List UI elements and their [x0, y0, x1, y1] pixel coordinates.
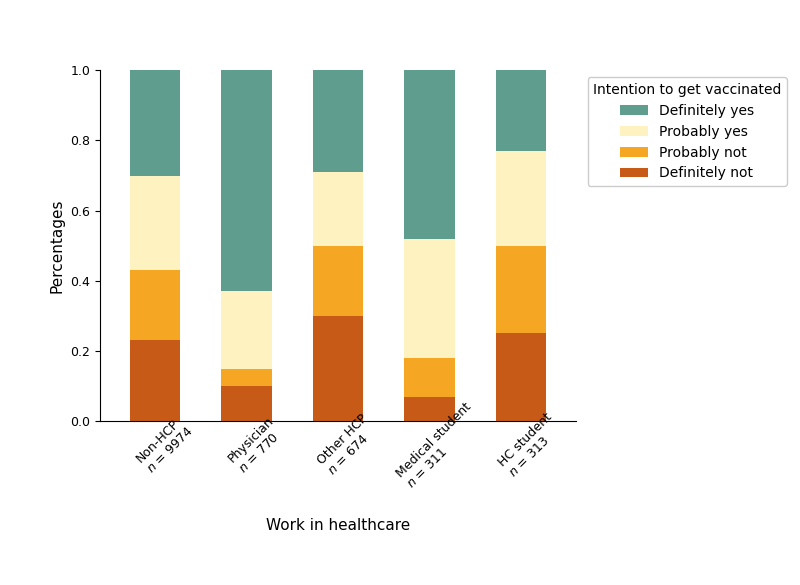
Bar — [130, 70, 180, 176]
Bar — [313, 316, 363, 421]
Text: Physician
$n$ = 770: Physician $n$ = 770 — [226, 414, 287, 476]
Bar — [404, 397, 454, 421]
Bar — [404, 70, 454, 239]
Text: Other HCP
$n$ = 674: Other HCP $n$ = 674 — [315, 412, 381, 478]
Bar — [404, 358, 454, 397]
Text: Medical student
$n$ = 311: Medical student $n$ = 311 — [394, 400, 485, 490]
Bar — [222, 369, 272, 386]
Bar — [313, 172, 363, 246]
Bar — [404, 239, 454, 358]
Bar — [313, 246, 363, 316]
Y-axis label: Percentages: Percentages — [50, 198, 65, 293]
Bar — [222, 291, 272, 369]
Bar — [496, 333, 546, 421]
Bar — [496, 246, 546, 333]
Bar — [222, 386, 272, 421]
Bar — [313, 70, 363, 172]
Text: HC student
$n$ = 313: HC student $n$ = 313 — [496, 411, 566, 480]
Bar — [496, 70, 546, 151]
Text: Non-HCP
$n$ = 9974: Non-HCP $n$ = 9974 — [134, 414, 196, 476]
Bar — [496, 151, 546, 246]
Bar — [130, 340, 180, 421]
X-axis label: Work in healthcare: Work in healthcare — [266, 518, 410, 534]
Bar — [130, 270, 180, 340]
Bar — [130, 176, 180, 270]
Bar — [222, 70, 272, 291]
Legend: Definitely yes, Probably yes, Probably not, Definitely not: Definitely yes, Probably yes, Probably n… — [588, 77, 787, 186]
